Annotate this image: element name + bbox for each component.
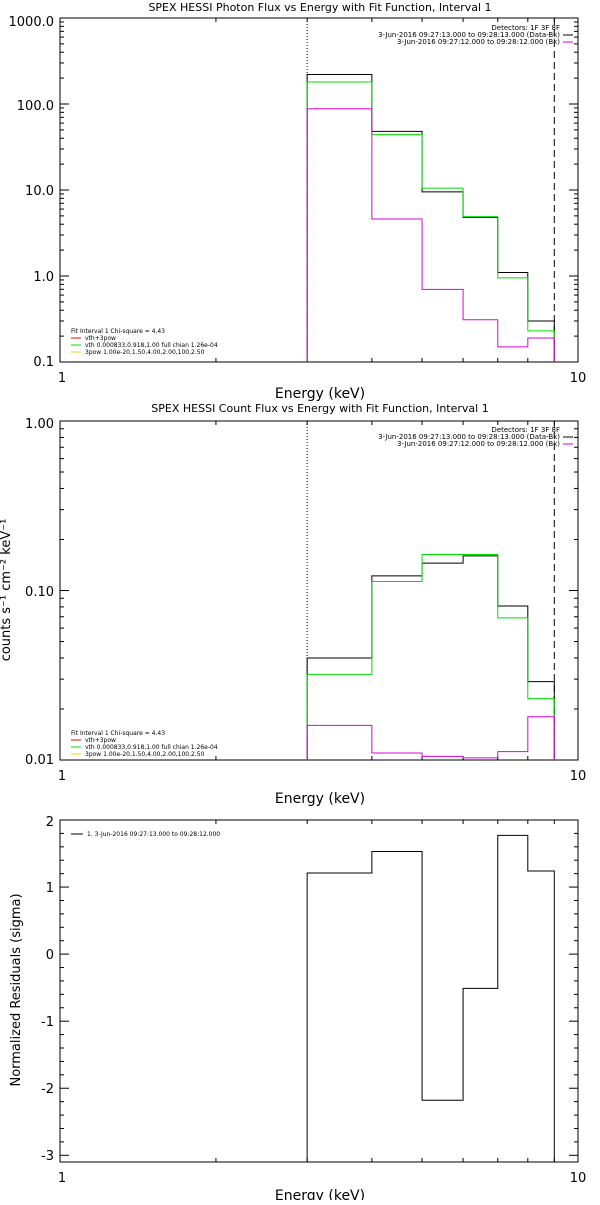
photon-flux-xtick: 10 [570, 371, 587, 386]
photon-flux-ytick: 10.0 [25, 184, 54, 199]
count-flux-ytick: 0.01 [25, 753, 54, 768]
photon-flux-ytick: 0.1 [33, 355, 54, 370]
residuals-ytick: -1 [41, 1015, 54, 1030]
photon-flux-series-background [306, 108, 555, 362]
count-flux-ytick: 0.10 [25, 585, 54, 600]
residuals-ytick: -3 [41, 1149, 54, 1164]
photon-flux-legend: Fit Interval 1 Chi-square = 4.43 vth+3po… [71, 328, 218, 356]
count-flux-fit-info: Fit Interval 1 Chi-square = 4.43 [71, 730, 165, 737]
count-flux-series-vth-3pow [306, 554, 555, 760]
photon-flux-ytick: 1.0 [33, 270, 54, 285]
residuals-marks [59, 819, 579, 1162]
photon-flux-title: SPEX HESSI Photon Flux vs Energy with Fi… [148, 1, 491, 14]
photon-flux-panel: SPEX HESSI Photon Flux vs Energy with Fi… [9, 1, 587, 402]
count-flux-legend-entry: vth 0.000833,0.918,1.00 full chian 1.26e… [85, 744, 218, 751]
count-flux-detectors: Detectors: 1F 3F 8F [491, 426, 560, 434]
residuals-plot-frame [59, 819, 579, 1163]
count-flux-x-axis-ticks: 1 10 [58, 769, 586, 784]
count-flux-ytick: 1.00 [25, 417, 54, 432]
count-flux-x-label: Energy (keV) [275, 791, 365, 807]
photon-flux-header-data-bk: 3-Jun-2016 09:27:13.000 to 09:28:13.000 … [378, 31, 560, 39]
count-flux-header: Detectors: 1F 3F 8F 3-Jun-2016 09:27:13.… [378, 426, 573, 448]
residuals-x-axis-ticks: 1 10 [58, 1171, 586, 1186]
count-flux-legend-entry: 3pow 1.00e-20,1.50,4.00,2.00,100,2.50 [85, 751, 205, 758]
residuals-ytick: 1 [46, 881, 54, 896]
residuals-ytick: 0 [46, 948, 54, 963]
photon-flux-xtick: 1 [58, 371, 66, 386]
count-flux-series-data [306, 555, 555, 760]
residuals-legend: 1. 3-Jun-2016 09:27:13.000 to 09:28:12.0… [71, 831, 220, 838]
photon-flux-header: Detectors: 1F 3F 8F 3-Jun-2016 09:27:13.… [378, 24, 573, 46]
photon-flux-series-vth-3pow [306, 81, 555, 362]
photon-flux-header-bk: 3-Jun-2016 09:27:12.000 to 09:28:12.000 … [397, 38, 560, 46]
photon-flux-x-label: Energy (keV) [275, 386, 365, 402]
count-flux-marks [59, 421, 579, 761]
photon-flux-legend-entry: vth 0.000833,0.918,1.00 full chian 1.26e… [85, 342, 218, 349]
residuals-legend-entry: 1. 3-Jun-2016 09:27:13.000 to 09:28:12.0… [87, 831, 220, 838]
count-flux-legend: Fit Interval 1 Chi-square = 4.43 vth+3po… [71, 730, 218, 758]
photon-flux-legend-entry: 3pow 1.00e-20,1.50,4.00,2.00,100,2.50 [85, 349, 205, 356]
count-flux-header-bk: 3-Jun-2016 09:27:12.000 to 09:28:12.000 … [397, 440, 560, 448]
residuals-xtick: 1 [58, 1171, 66, 1186]
residuals-xtick: 10 [570, 1171, 587, 1186]
count-flux-title: SPEX HESSI Count Flux vs Energy with Fit… [151, 402, 488, 415]
photon-flux-ytick: 1000.0 [9, 15, 55, 30]
count-flux-y-axis-ticks: 1.00 0.10 0.01 [25, 417, 54, 768]
photon-flux-ytick: 100.0 [17, 99, 54, 114]
photon-flux-fit-info: Fit Interval 1 Chi-square = 4.43 [71, 328, 165, 335]
photon-flux-y-axis-ticks: 1000.0 100.0 10.0 1.0 0.1 [9, 15, 55, 370]
residuals-ytick: -2 [41, 1082, 54, 1097]
count-flux-header-data-bk: 3-Jun-2016 09:27:13.000 to 09:28:13.000 … [378, 433, 560, 441]
residuals-y-axis-ticks: 2 1 0 -1 -2 -3 [41, 815, 54, 1164]
count-flux-plot-frame [59, 420, 579, 761]
residuals-series-data [306, 834, 555, 1162]
photon-flux-plot-frame [59, 17, 579, 363]
count-flux-xtick: 10 [570, 769, 587, 784]
count-flux-legend-entry: vth+3pow [85, 737, 116, 744]
residuals-panel: 2 1 0 -1 -2 -3 1 10 Energy (keV) Normali… [9, 815, 586, 1204]
photon-flux-series-data [306, 74, 555, 362]
count-flux-xtick: 1 [58, 769, 66, 784]
count-flux-series-background [306, 716, 555, 760]
photon-flux-x-axis-ticks: 1 10 [58, 371, 586, 386]
residuals-x-label: Energy (keV) [275, 1188, 365, 1200]
count-flux-panel: SPEX HESSI Count Flux vs Energy with Fit… [0, 402, 586, 807]
count-flux-y-label: counts s⁻¹ cm⁻² keV⁻¹ [0, 519, 14, 662]
photon-flux-marks [59, 18, 579, 363]
photon-flux-detectors: Detectors: 1F 3F 8F [491, 24, 560, 32]
photon-flux-legend-entry: vth+3pow [85, 335, 116, 342]
residuals-ytick: 2 [46, 815, 54, 830]
residuals-y-label: Normalized Residuals (sigma) [9, 893, 24, 1086]
